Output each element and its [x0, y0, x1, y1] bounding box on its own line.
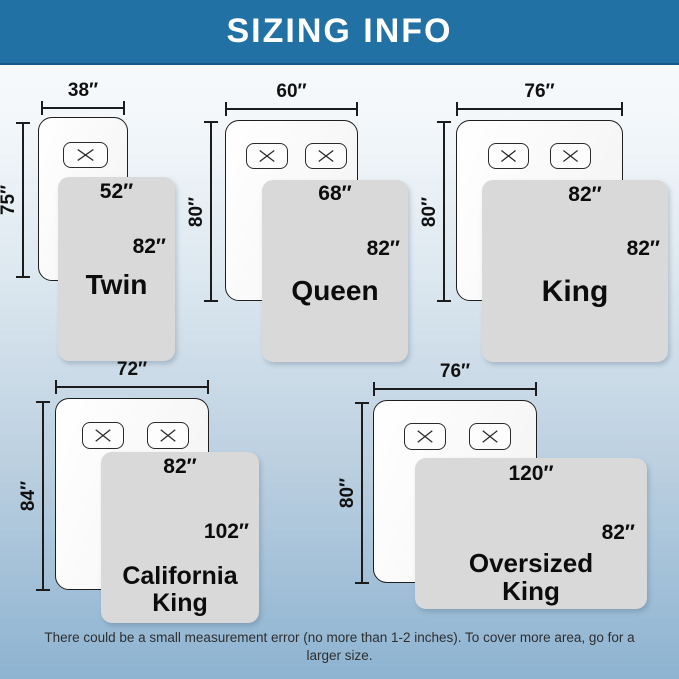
pillow-icon [488, 143, 529, 169]
dimension-tick [204, 300, 218, 302]
dimension-tick [16, 276, 30, 278]
queen-blanket-width-label: 68″ [318, 182, 352, 205]
dimension-line [361, 402, 363, 584]
page-title: SIZING INFO [226, 12, 453, 50]
twin-length-dimension: 75″ [0, 122, 30, 278]
measurement-disclaimer: There could be a small measurement error… [44, 630, 635, 664]
oversized-king-width-dimension: 76″ [373, 361, 537, 396]
oversized-king-name-label: Oversized King [468, 548, 594, 607]
pillow-icon [305, 143, 347, 169]
twin-name-label: Twin [85, 269, 148, 300]
dimension-tick [355, 582, 369, 584]
pillow-x-icon [563, 149, 578, 163]
dimension-line [210, 121, 212, 302]
king-length-label: 80″ [419, 196, 440, 227]
oversized-king-length-label: 80″ [337, 477, 358, 509]
dimension-line [41, 107, 125, 109]
king-width-dimension: 76″ [456, 81, 623, 116]
dimension-tick [535, 382, 537, 396]
dimension-line [443, 121, 445, 302]
dimension-line [42, 401, 44, 591]
king-length-dimension: 80″ [419, 121, 451, 302]
pillow-x-icon [77, 148, 94, 162]
dimension-tick [356, 102, 358, 116]
pillow-icon [246, 143, 288, 169]
twin-width-label: 38″ [67, 80, 99, 101]
california-king-width-dimension: 72″ [55, 359, 209, 394]
california-king-length-dimension: 84″ [18, 401, 50, 591]
oversized-king-blanket-length-label: 82″ [601, 521, 635, 544]
california-king-blanket-width-label: 82″ [163, 455, 197, 478]
pillow-x-icon [259, 149, 275, 163]
pillow-x-icon [501, 149, 516, 163]
twin-length-label: 75″ [0, 184, 19, 216]
twin-blanket: 52″ 82″ Twin [58, 177, 175, 361]
pillow-icon [550, 143, 591, 169]
queen-width-dimension: 60″ [225, 81, 358, 116]
dimension-tick [207, 380, 209, 394]
california-king-width-label: 72″ [116, 359, 148, 380]
california-king-name-label: California King [122, 562, 238, 617]
oversized-king-width-label: 76″ [439, 361, 471, 382]
dimension-tick [437, 300, 451, 302]
queen-blanket-length-label: 82″ [366, 237, 400, 260]
dimension-tick [123, 101, 125, 115]
queen-blanket: 68″ 82″ Queen [262, 180, 408, 362]
california-king-blanket: 82″ 102″ California King [101, 452, 259, 623]
dimension-line [373, 388, 537, 390]
dimension-line [22, 122, 24, 278]
king-blanket-length-label: 82″ [626, 237, 660, 260]
oversized-king-blanket-width-label: 120″ [508, 462, 554, 485]
pillow-x-icon [482, 430, 498, 443]
twin-blanket-width-label: 52″ [99, 180, 134, 203]
oversized-king-length-dimension: 80″ [337, 402, 369, 584]
oversized-king-blanket: 120″ 82″ Oversized King [415, 458, 647, 609]
pillow-icon [147, 422, 189, 449]
dimension-line [225, 108, 358, 110]
pillow-x-icon [417, 430, 433, 443]
pillow-icon [404, 423, 446, 450]
queen-length-label: 80″ [186, 196, 207, 227]
title-banner: SIZING INFO [0, 0, 679, 65]
pillow-icon [82, 422, 124, 449]
california-king-blanket-length-label: 102″ [203, 520, 249, 543]
king-blanket-width-label: 82″ [568, 183, 602, 206]
king-width-label: 76″ [524, 81, 555, 102]
queen-width-label: 60″ [276, 81, 307, 102]
king-name-label: King [541, 275, 609, 308]
california-king-length-label: 84″ [18, 480, 39, 512]
dimension-tick [621, 102, 623, 116]
pillow-icon [63, 142, 108, 168]
queen-name-label: Queen [291, 275, 379, 306]
pillow-x-icon [318, 149, 334, 163]
twin-blanket-length-label: 82″ [132, 235, 166, 258]
twin-width-dimension: 38″ [41, 80, 125, 115]
pillow-icon [469, 423, 511, 450]
pillow-x-icon [95, 429, 111, 442]
pillow-x-icon [160, 429, 176, 442]
dimension-tick [36, 589, 50, 591]
dimension-line [456, 108, 623, 110]
dimension-line [55, 386, 209, 388]
queen-length-dimension: 80″ [186, 121, 218, 302]
king-blanket: 82″ 82″ King [482, 180, 668, 362]
